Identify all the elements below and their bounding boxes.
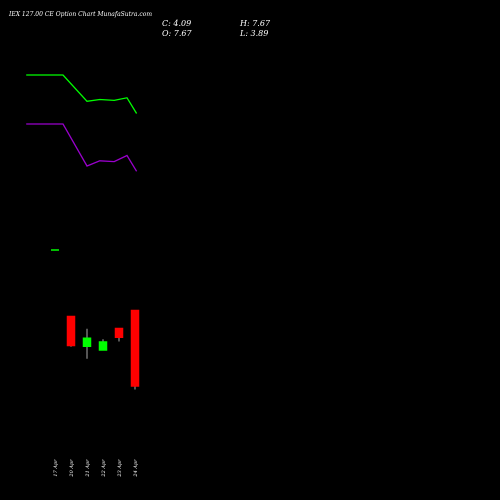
candle-body	[82, 337, 92, 347]
x-tick-label: 17 Apr	[53, 459, 59, 477]
candle-body	[98, 341, 108, 351]
candle-body	[66, 315, 76, 347]
candle-body	[114, 327, 124, 338]
candlesticks	[51, 249, 140, 390]
indicator-lines	[26, 74, 138, 172]
x-tick-label: 21 Apr	[85, 459, 91, 478]
close-value: C: 4.09	[162, 19, 191, 28]
chart-title: IEX 127.00 CE Option Chart MunafaSutra.c…	[8, 11, 152, 18]
x-tick-label: 24 Apr	[133, 459, 139, 478]
open-value: O: 7.67	[162, 29, 193, 38]
indicator-line-2	[26, 123, 138, 172]
x-tick-label: 22 Apr	[101, 459, 107, 478]
x-tick-label: 20 Apr	[69, 459, 75, 478]
low-value: L: 3.89	[239, 29, 268, 38]
x-tick-label: 23 Apr	[117, 459, 123, 478]
high-value: H: 7.67	[239, 19, 271, 28]
candle-body	[130, 309, 140, 387]
indicator-line-1	[26, 74, 138, 114]
x-axis-labels: 17 Apr 20 Apr 21 Apr 22 Apr 23 Apr 24 Apr	[53, 459, 139, 478]
